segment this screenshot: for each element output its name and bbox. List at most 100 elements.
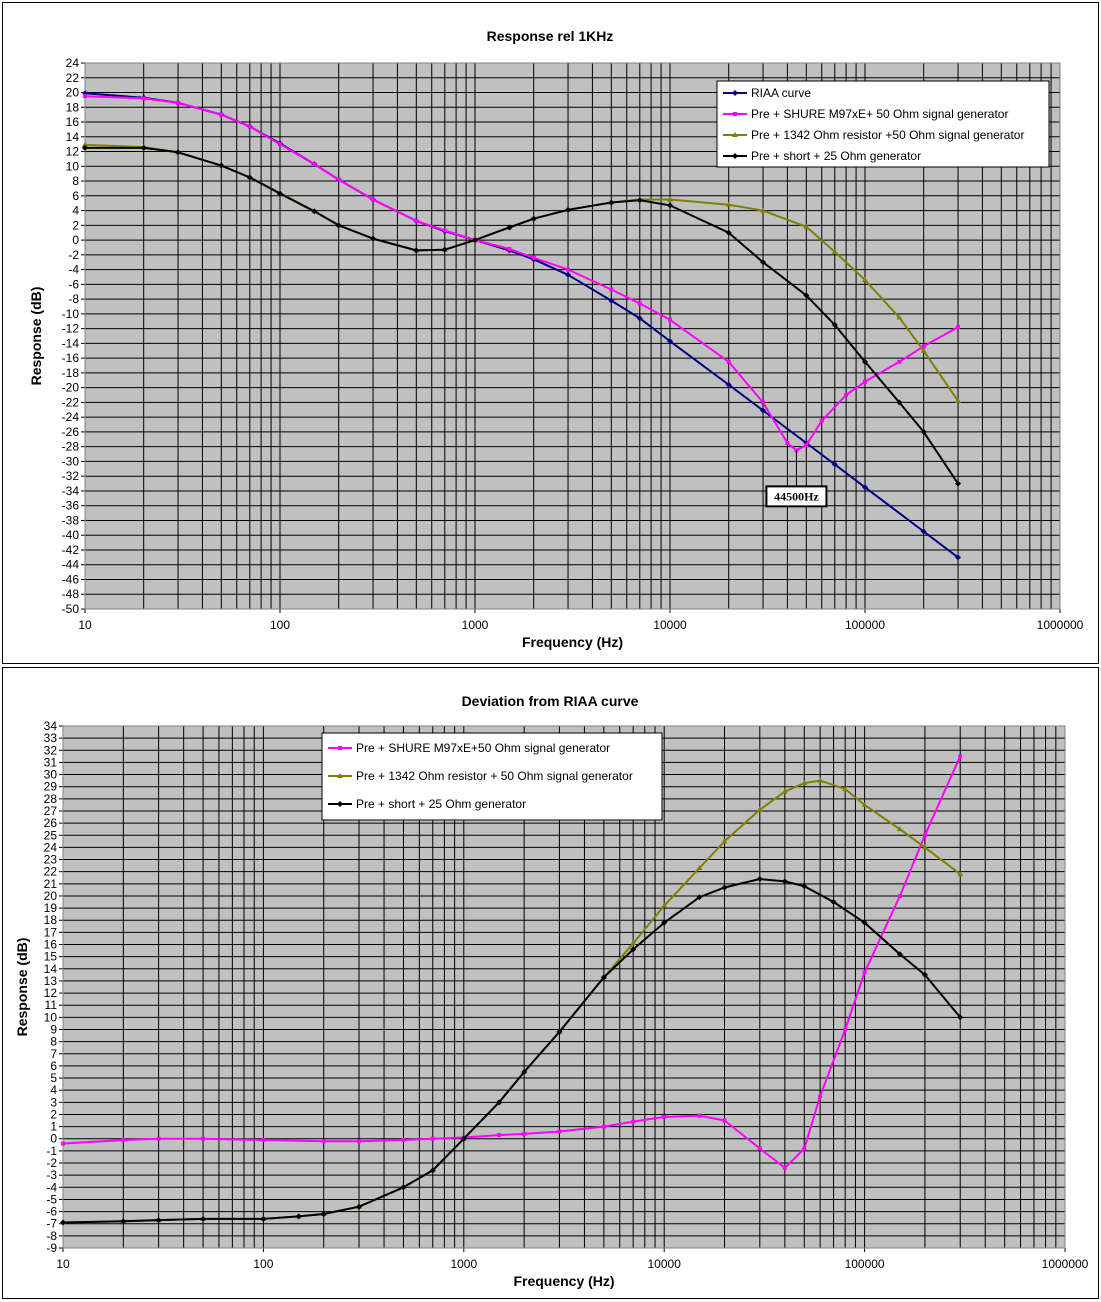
data-point (441, 246, 448, 253)
x-tick-label: 1000 (462, 618, 489, 632)
data-point (661, 902, 668, 908)
y-tick-label: 33 (44, 731, 58, 745)
y-tick-label: -18 (62, 366, 80, 380)
y-tick-label: -40 (62, 528, 80, 542)
data-point (61, 1141, 65, 1146)
x-tick-label: 10 (56, 1257, 70, 1271)
data-point (506, 224, 513, 231)
y-tick-label: -12 (62, 322, 80, 336)
y-tick-label: -30 (62, 454, 80, 468)
data-point (400, 1184, 407, 1191)
data-point (608, 297, 615, 304)
y-tick-label: 7 (50, 1047, 57, 1061)
y-tick-label: -2 (68, 248, 79, 262)
y-tick-label: 30 (44, 768, 58, 782)
data-point (336, 177, 341, 182)
y-tick-label: 8 (50, 1035, 57, 1049)
y-tick-label: -6 (68, 277, 79, 291)
data-point (260, 1215, 267, 1222)
x-tick-label: 10000 (653, 618, 687, 632)
legend-marker (337, 773, 343, 778)
data-point (921, 844, 928, 850)
data-point (356, 1203, 363, 1210)
data-point (320, 1211, 327, 1218)
data-point (696, 894, 703, 901)
y-tick-label: 6 (50, 1059, 57, 1073)
data-point (760, 407, 767, 414)
data-point (726, 359, 731, 364)
y-tick-label: 23 (44, 853, 58, 867)
y-tick-label: 20 (44, 889, 58, 903)
x-tick-label: 100000 (845, 1257, 885, 1271)
data-point (921, 971, 928, 978)
callout-box (765, 485, 828, 508)
x-tick-label: 1000000 (1042, 1257, 1089, 1271)
data-point (120, 1218, 127, 1225)
legend-marker (732, 90, 738, 96)
y-tick-label: -50 (62, 602, 80, 616)
legend-marker (732, 132, 738, 137)
data-point (897, 893, 902, 898)
y-tick-label: 10 (66, 159, 80, 173)
response-chart-panel: -50 -48 -46 -44 -42 -40 -38 -36 -34 -32 -30 -28 -26-… (2, 2, 1099, 664)
data-point (721, 838, 728, 844)
data-point (781, 878, 788, 885)
data-point (472, 237, 478, 244)
data-point (725, 381, 732, 388)
data-point (756, 875, 763, 882)
data-point (896, 314, 903, 320)
data-point (401, 1137, 406, 1142)
data-point (321, 1139, 326, 1144)
data-point (696, 865, 703, 871)
data-point (862, 358, 868, 365)
y-tick-label: 26 (44, 816, 58, 830)
y-tick-label: 15 (44, 950, 58, 964)
data-point (601, 1124, 606, 1129)
data-point (557, 1129, 562, 1134)
data-point (921, 344, 926, 349)
data-point (155, 1217, 162, 1224)
data-point (803, 292, 810, 299)
y-tick-label: -36 (62, 499, 80, 513)
y-tick-label: 31 (44, 755, 58, 769)
y-tick-label: -4 (46, 1180, 57, 1194)
data-point (831, 248, 838, 254)
data-point (801, 780, 808, 786)
legend-marker (337, 801, 343, 807)
y-tick-label: 14 (66, 130, 80, 144)
y-tick-label: -20 (62, 381, 80, 395)
y-tick-label: 11 (45, 998, 58, 1012)
data-point (955, 554, 962, 561)
legend-entry: RIAA curve (751, 86, 811, 100)
data-point (920, 428, 927, 435)
data-point (637, 301, 642, 306)
data-point (565, 206, 572, 213)
y-axis-title: Response (dB) (28, 287, 44, 386)
chart-title: Response rel 1KHz (487, 28, 614, 44)
data-point (312, 162, 317, 167)
y-tick-label: -22 (62, 395, 80, 409)
y-tick-label: 1 (50, 1120, 57, 1134)
plot-border (84, 62, 1061, 610)
data-point (609, 287, 614, 292)
y-tick-label: -7 (46, 1217, 57, 1231)
y-tick-label: 22 (66, 71, 80, 85)
data-point (804, 443, 809, 448)
data-point (861, 801, 868, 807)
data-point (200, 1215, 207, 1222)
data-point (414, 218, 419, 223)
data-point (247, 124, 252, 129)
y-tick-label: 20 (66, 86, 80, 100)
data-point (295, 1213, 302, 1220)
x-tick-label: 1000 (450, 1257, 477, 1271)
data-point (522, 1131, 527, 1136)
data-point (896, 951, 903, 958)
data-point (565, 271, 572, 278)
y-tick-label: 8 (72, 174, 79, 188)
y-tick-label: -16 (62, 351, 80, 365)
x-axis-title: Frequency (Hz) (513, 1273, 614, 1289)
data-point (920, 528, 927, 535)
y-tick-label: 0 (50, 1132, 57, 1146)
data-point (566, 267, 571, 272)
series-3 (82, 144, 962, 487)
